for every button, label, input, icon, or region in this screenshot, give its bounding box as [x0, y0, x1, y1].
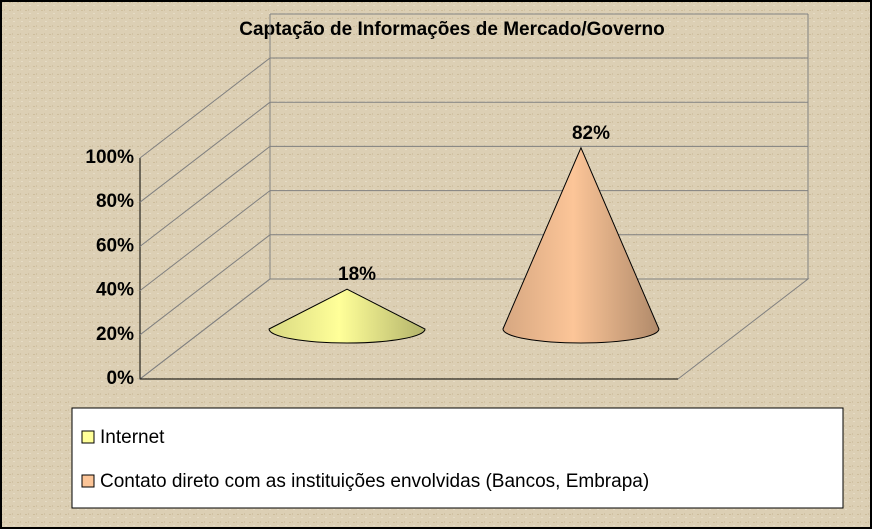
grid-line	[139, 146, 271, 247]
y-tick-label: 20%	[96, 324, 134, 345]
grid-line	[139, 278, 271, 380]
grid-line	[139, 234, 271, 336]
cone	[268, 288, 426, 344]
y-tick-label: 0%	[107, 368, 135, 389]
y-tick-label: 40%	[96, 280, 134, 301]
legend-label: Internet	[100, 427, 165, 448]
legend-swatch	[81, 430, 95, 444]
data-label: 18%	[338, 264, 376, 285]
y-tick-label: 100%	[85, 147, 134, 168]
grid-line	[139, 57, 271, 159]
legend-label: Contato direto com as instituições envol…	[100, 471, 649, 492]
grid-line	[139, 101, 271, 203]
legend-swatch	[81, 474, 95, 488]
chart-title: Captação de Informações de Mercado/Gover…	[239, 19, 665, 40]
y-tick-label: 80%	[96, 191, 134, 212]
legend-box	[71, 407, 844, 509]
cone	[502, 146, 660, 344]
data-label: 82%	[572, 123, 610, 144]
y-tick-label: 60%	[96, 235, 134, 256]
grid-line	[139, 190, 271, 291]
